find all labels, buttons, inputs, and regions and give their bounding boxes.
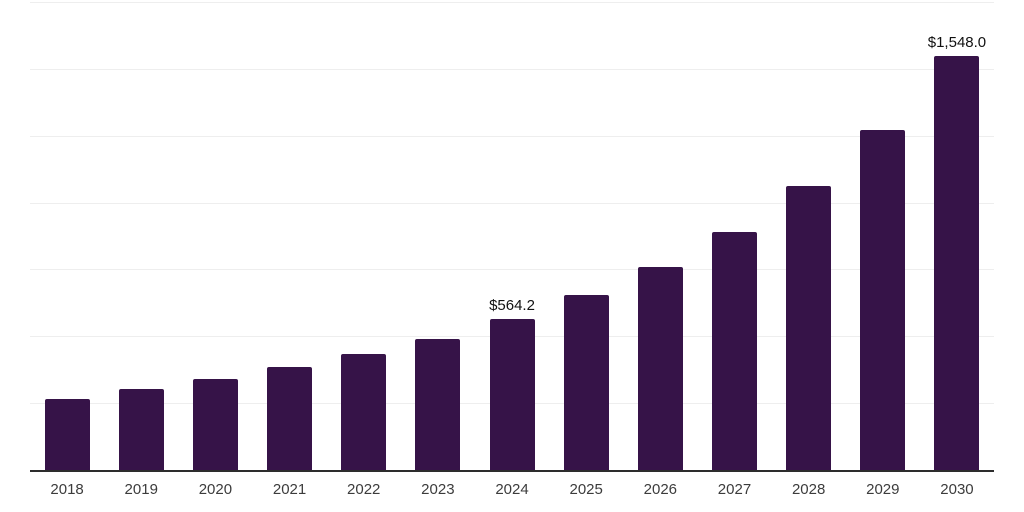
bar-2020 <box>192 379 238 470</box>
x-tick-label-2020: 2020 <box>198 481 233 498</box>
bar-cell-2024: $564.2 <box>475 2 549 470</box>
bar-2027 <box>711 232 757 470</box>
gridline-1500 <box>30 68 994 70</box>
bar-cell-2023 <box>401 2 475 470</box>
bar-cell-2029 <box>846 2 920 470</box>
plot-area: $564.2 $1,548.0 <box>30 2 994 472</box>
bar-cell-2018 <box>30 2 104 470</box>
bar-cell-2019 <box>104 2 178 470</box>
x-tick-label-2026: 2026 <box>643 481 678 498</box>
x-tick-label-2018: 2018 <box>50 481 84 498</box>
x-axis-labels: 2018 2019 2020 2021 2022 2023 2024 2025 2026 2027… <box>30 481 994 498</box>
gridline-750 <box>30 269 994 271</box>
x-tick-label-2028: 2028 <box>791 481 826 498</box>
bar-2021 <box>267 367 313 470</box>
bars-row: $564.2 $1,548.0 <box>30 2 994 470</box>
bar-2022 <box>341 353 387 470</box>
x-tick-label-2024: 2024 <box>495 481 529 498</box>
data-label-2024: $564.2 <box>489 296 535 314</box>
bar-cell-2025 <box>549 2 623 470</box>
bar-cell-2027 <box>697 2 771 470</box>
bar-cell-2022 <box>327 2 401 470</box>
x-tick-label-2021: 2021 <box>272 481 307 498</box>
x-tick-label-2022: 2022 <box>347 481 381 498</box>
x-tick-label-2023: 2023 <box>421 481 455 498</box>
bar-2028 <box>786 186 832 470</box>
bar-2023 <box>415 338 461 470</box>
bar-cell-2028 <box>772 2 846 470</box>
bar-cell-2021 <box>252 2 326 470</box>
bar-2019 <box>118 389 164 470</box>
bar-cell-2030: $1,548.0 <box>920 2 994 470</box>
x-tick-label-2019: 2019 <box>124 481 158 498</box>
gridline-1750 <box>30 2 994 3</box>
bar-2030 <box>934 56 980 470</box>
bar-2026 <box>637 266 683 470</box>
bar-2025 <box>563 295 609 470</box>
bar-cell-2020 <box>178 2 252 470</box>
x-tick-label-2029: 2029 <box>866 481 900 498</box>
bar-2029 <box>860 130 906 470</box>
gridline-1250 <box>30 135 994 137</box>
x-tick-label-2030: 2030 <box>940 481 974 498</box>
bar-2024 <box>489 319 535 470</box>
gridline-1000 <box>30 202 994 204</box>
bar-2018 <box>44 398 90 470</box>
x-tick-label-2027: 2027 <box>717 481 752 498</box>
x-tick-label-2025: 2025 <box>569 481 603 498</box>
bar-cell-2026 <box>623 2 697 470</box>
data-label-2030: $1,548.0 <box>927 33 987 51</box>
